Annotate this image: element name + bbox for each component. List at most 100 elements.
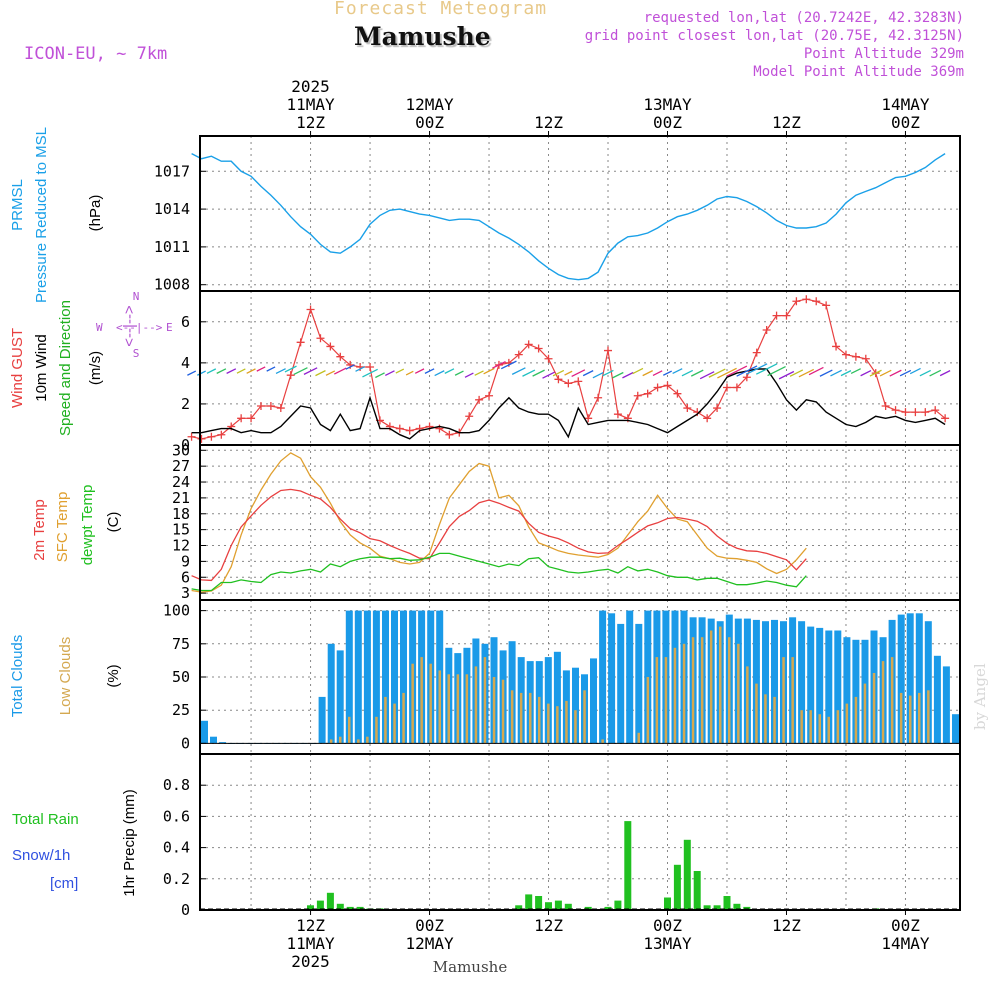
total-cloud-bar: [345, 610, 353, 744]
low-cloud-bar: [402, 692, 405, 744]
rain-bar: [545, 902, 552, 910]
rain-bar: [584, 906, 592, 910]
low-cloud-bar: [782, 657, 785, 744]
wind-direction-arrow: [622, 371, 634, 379]
gust-marker: [544, 354, 553, 363]
rain-bar: [307, 905, 314, 910]
wind-direction-arrow: [899, 369, 912, 377]
total-cloud-bar: [590, 658, 597, 744]
total-cloud-bar: [608, 613, 616, 744]
total-cloud-bar: [363, 610, 371, 744]
low-cloud-bar: [728, 637, 731, 744]
gust-marker: [722, 383, 731, 392]
y-tick-label: 18: [172, 505, 190, 523]
wind-direction-arrow: [266, 366, 276, 372]
temp-unit: (C): [105, 512, 122, 533]
y-tick-label: 27: [172, 457, 190, 475]
rain-bar: [723, 896, 731, 910]
total-cloud-bar: [807, 626, 815, 744]
precip-rain-label: Total Rain: [12, 811, 79, 828]
gust-marker: [683, 404, 692, 413]
wind-direction-arrow: [384, 370, 395, 377]
gust-marker: [286, 371, 295, 380]
gust-marker: [713, 404, 722, 413]
requested-coords: requested lon,lat (20.7242E, 42.3283N): [643, 10, 964, 26]
rain-bar: [336, 903, 344, 910]
point-altitude: Point Altitude 329m: [803, 46, 964, 62]
y-tick-label: 1011: [154, 238, 190, 256]
gust-marker: [197, 434, 206, 443]
compass-west: W: [96, 321, 103, 334]
gust-marker: [435, 424, 444, 433]
gust-marker: [732, 383, 741, 392]
wind-direction-arrow: [474, 370, 484, 376]
gust-marker: [653, 383, 662, 392]
compass-sep: <--|-->: [116, 321, 163, 334]
wind-direction-arrow: [699, 371, 715, 380]
low-cloud-bar: [375, 716, 378, 744]
time-top-date: 14MAY: [881, 95, 930, 114]
total-cloud-bar: [336, 650, 344, 744]
wind-gust-label: Wind GUST: [9, 328, 26, 408]
wind-direction-arrow: [726, 365, 748, 377]
model-altitude: Model Point Altitude 369m: [753, 64, 964, 80]
time-top-hour: 12Z: [534, 113, 563, 132]
y-tick-label: 1017: [154, 162, 190, 180]
wind-direction-arrow: [256, 366, 266, 372]
wind-10m-label: 10m Wind: [33, 334, 50, 402]
rain-bar: [346, 906, 354, 910]
gust-marker: [832, 342, 841, 351]
wind-direction-arrow: [736, 365, 758, 377]
wind-direction-arrow: [755, 363, 778, 375]
gust-marker: [564, 379, 573, 388]
total-cloud-bar: [852, 639, 860, 744]
time-bottom-hour: 12Z: [534, 916, 563, 935]
gust-marker: [604, 346, 613, 355]
rain-bar: [326, 892, 334, 910]
compass-vertical: <--|-->: [121, 305, 138, 347]
low-cloud-bar: [501, 679, 505, 744]
gust-marker: [475, 395, 484, 404]
gust-marker: [633, 391, 642, 400]
low-cloud-bar: [755, 683, 758, 744]
wind-direction-arrow: [632, 367, 644, 375]
gust-marker: [901, 408, 910, 417]
panel-frame: [199, 135, 961, 292]
wind-direction-arrow: [767, 365, 786, 377]
gust-marker: [237, 414, 246, 423]
gust-marker: [465, 412, 474, 421]
low-cloud-bar: [746, 666, 749, 744]
gust-marker: [881, 401, 890, 410]
wind-direction-arrow: [405, 370, 414, 376]
low-cloud-bar: [800, 710, 803, 744]
rain-bar: [604, 906, 612, 910]
total-cloud-bar: [942, 666, 950, 744]
wind-direction-arrow: [542, 371, 555, 379]
gust-marker: [822, 301, 831, 310]
gust-marker: [643, 389, 652, 398]
wind-direction-arrow: [315, 370, 326, 377]
low-cloud-bar: [519, 692, 523, 744]
wind-direction-arrow: [552, 369, 565, 377]
gust-marker: [851, 352, 860, 361]
wind-direction-arrow: [345, 364, 355, 370]
total-cloud-bar: [952, 714, 959, 744]
time-top-hour: 12Z: [772, 113, 801, 132]
gust-marker: [366, 362, 375, 371]
wind-direction-arrow: [808, 366, 824, 376]
gust-marker: [326, 342, 335, 351]
low-cloud-bar: [366, 736, 369, 744]
rain-bar: [743, 906, 751, 910]
total-clouds-label: Total Clouds: [9, 635, 26, 718]
low-cloud-bar: [492, 677, 496, 744]
wind-direction-arrow: [850, 368, 861, 375]
time-bottom-hour: 12Z: [296, 916, 325, 935]
wind-direction-arrow: [602, 369, 614, 377]
wind-direction-arrow: [612, 371, 624, 379]
low-cloud-bar: [890, 657, 894, 744]
wind-direction-arrow: [522, 369, 536, 377]
low-cloud-bar: [691, 637, 695, 744]
wind-direction-arrow: [919, 369, 931, 377]
low-cloud-bar: [827, 716, 830, 744]
low-cloud-bar: [474, 666, 478, 744]
